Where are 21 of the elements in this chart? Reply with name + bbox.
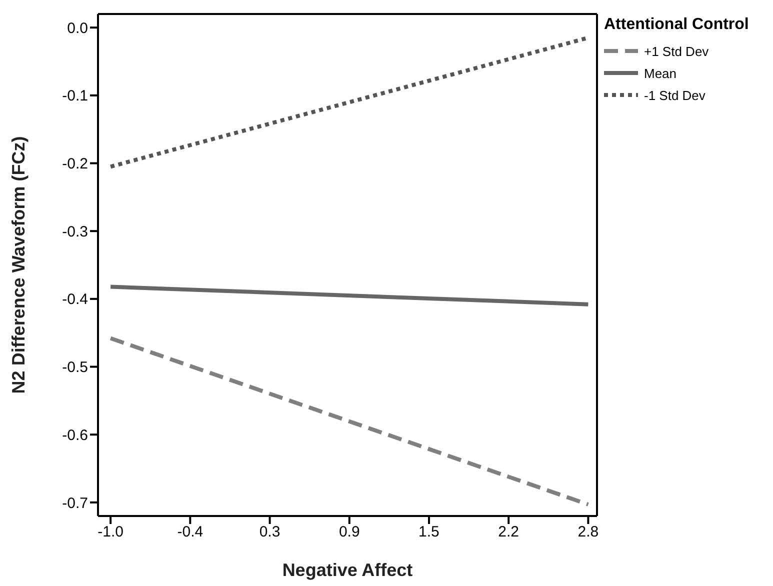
x-tick-label: -1.0 [98, 524, 124, 541]
y-tick-label: -0.6 [62, 426, 88, 444]
x-axis-title: Negative Affect [282, 560, 413, 580]
y-tick-label: -0.4 [62, 291, 88, 308]
x-tick-label: 1.5 [418, 524, 440, 541]
legend-title: Attentional Control [604, 16, 749, 34]
y-tick-label: -0.1 [62, 88, 88, 105]
y-tick-label: 0.0 [67, 20, 88, 37]
x-tick-label: -0.4 [177, 524, 204, 541]
legend-label: -1 Std Dev [643, 86, 706, 104]
x-tick-label: 2.8 [578, 524, 599, 541]
y-tick-label: -0.5 [62, 359, 88, 376]
y-axis-title: N2 Difference Waveform (FCz) [8, 136, 28, 394]
x-tick-label: 0.3 [259, 524, 280, 541]
y-tick-label: -0.2 [62, 156, 88, 173]
legend-label: +1 Std Dev [643, 42, 710, 60]
legend-label: Mean [643, 64, 678, 82]
y-tick-label: -0.3 [62, 223, 88, 240]
y-tick-label: -0.7 [62, 494, 88, 512]
x-tick-label: 2.2 [498, 524, 520, 541]
x-tick-label: 0.9 [338, 524, 360, 541]
